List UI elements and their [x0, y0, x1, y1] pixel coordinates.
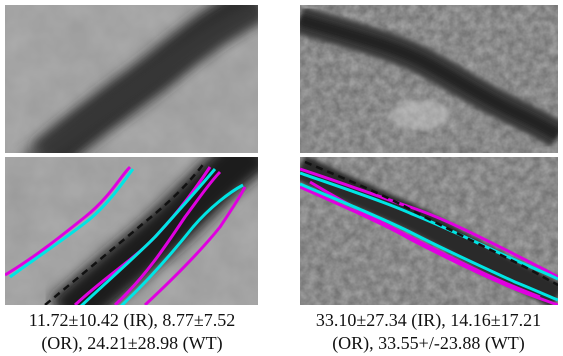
outer-outline-right-1 [300, 167, 558, 279]
centerline-right [304, 160, 558, 287]
inner-outline-left-1 [9, 168, 135, 279]
outer-outline-left-3 [113, 170, 222, 305]
segmented-image-right [300, 157, 558, 305]
caption-right: 33.10±27.34 (IR), 14.16±17.21 (OR), 33.5… [294, 309, 563, 355]
caption-left-line2: (OR), 24.21±28.98 (WT) [41, 333, 223, 353]
outer-outline-left-4 [143, 186, 247, 305]
inner-outline-left-2 [79, 168, 217, 305]
raw-image-left [5, 5, 258, 153]
outer-outline-left-1 [5, 165, 132, 277]
caption-left: 11.72±10.42 (IR), 8.77±7.52 (OR), 24.21±… [0, 309, 264, 355]
inner-outline-right-2 [300, 182, 558, 302]
inner-outline-left-3 [119, 183, 244, 305]
segmented-image-left [5, 157, 258, 305]
caption-right-line1: 33.10±27.34 (IR), 14.16±17.21 [315, 310, 542, 330]
caption-right-line2: (OR), 33.55+/-23.88 (WT) [332, 333, 525, 353]
caption-left-line1: 11.72±10.42 (IR), 8.77±7.52 [28, 310, 236, 330]
centerline-left [44, 161, 206, 305]
raw-image-right [300, 5, 558, 153]
